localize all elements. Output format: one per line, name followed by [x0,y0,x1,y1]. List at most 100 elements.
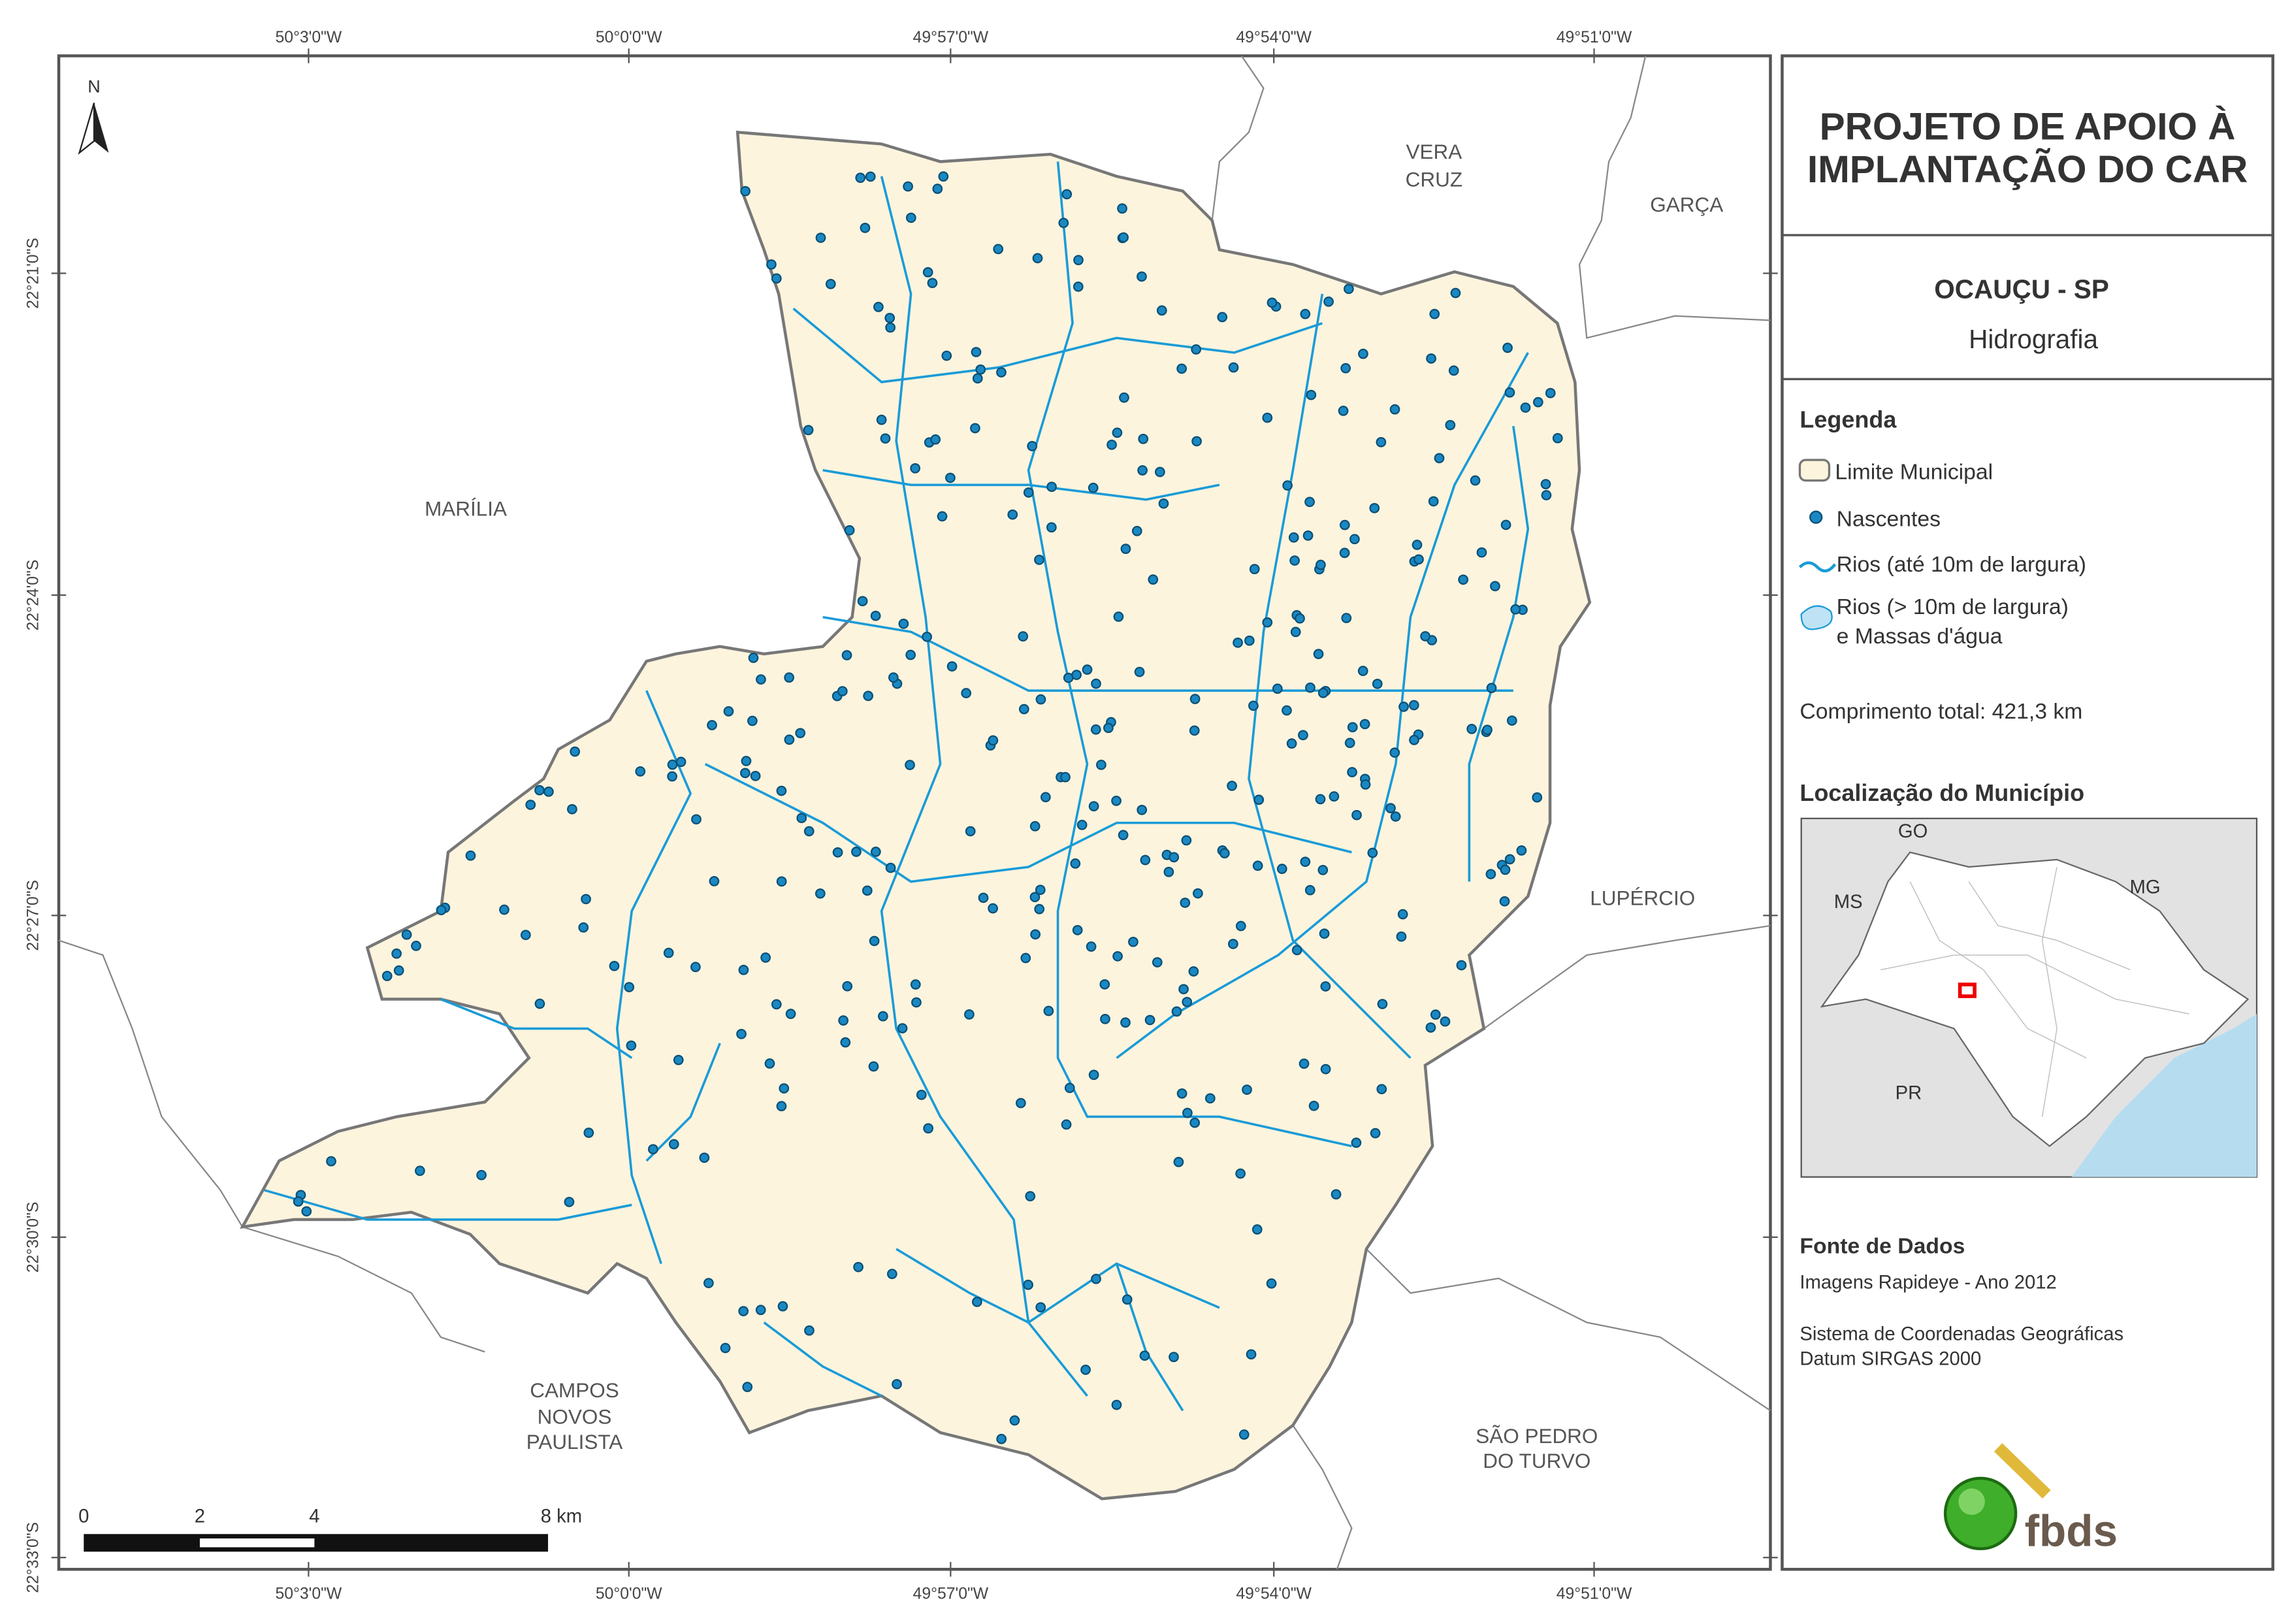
spring [971,347,982,357]
spring [1103,723,1114,734]
boundary [1578,56,1771,339]
spring [1180,898,1191,908]
spring [1169,1352,1179,1363]
spring [1299,1058,1310,1069]
spring [1429,308,1440,319]
source-line: Sistema de Coordenadas Geográficas [1800,1324,2123,1344]
spring [916,1090,927,1100]
inset-lines [1880,866,2189,1117]
spring [1112,427,1123,438]
spring [996,367,1007,378]
source-line: Datum SIRGAS 2000 [1800,1349,1981,1370]
spring [1499,896,1510,907]
spring [988,903,998,914]
spring [1290,626,1301,638]
neighbor-name: DO TURVO [1483,1449,1590,1472]
spring [877,1011,888,1022]
spring [1520,402,1531,413]
inset-map: GO MS MG PR [1800,817,2258,1178]
north-arrow: N [78,77,109,155]
springs [293,171,1563,1444]
spring [910,463,921,474]
spring [941,350,952,361]
spring [905,649,916,660]
graticule-labels: 50°3'0"W 50°0'0"W 49°57'0"W 49°54'0"W 49°51'… [25,29,1778,1602]
spring [1182,1107,1193,1118]
spring [1251,1224,1263,1235]
coord-label: 49°57'0"W [913,1585,989,1602]
spring [1058,218,1069,229]
spring [1385,803,1396,813]
spring [865,171,876,182]
inset-label: GO [1898,821,1928,842]
spring [525,800,536,810]
spring [964,1009,975,1020]
neighbor-name: VERA [1406,140,1462,163]
spring [784,672,795,683]
title: PROJETO DE APOIO À [1820,105,2236,148]
spring [609,960,620,971]
spring [1448,365,1459,376]
river [1116,351,1529,1059]
spring [1482,724,1493,736]
spring [1191,436,1202,447]
boundary [1211,55,1265,221]
logo: fbds [1943,1443,2118,1555]
spring [1035,885,1046,896]
spring [1023,1279,1033,1290]
spring [996,1433,1007,1444]
spring [1113,611,1124,622]
spring [1315,559,1326,570]
spring [1466,724,1477,734]
theme: Hidrografia [1969,324,2098,354]
spring [1061,1119,1072,1130]
spring [1317,864,1329,875]
spring [1304,885,1315,896]
spring [740,768,751,779]
spring [1235,1168,1246,1179]
spring [771,273,782,284]
legend-swatch [1809,510,1823,524]
spring [578,922,589,933]
spring [301,1206,312,1217]
spring [1376,1084,1387,1095]
spring [1545,387,1556,398]
spring [1137,271,1147,282]
river [880,176,1088,1397]
spring [841,650,852,660]
spring [927,278,938,289]
spring [1137,804,1148,815]
spring [1086,941,1097,952]
spring [1228,362,1239,373]
spring [1300,308,1311,319]
spring [1025,1191,1036,1202]
spring [1242,1084,1252,1095]
spring [946,661,958,672]
river [792,307,1323,383]
municipal-boundary [240,130,1592,1501]
coord-label: 50°0'0"W [596,1585,662,1602]
spring [1227,781,1237,791]
spring [863,690,874,702]
spring [932,184,943,194]
spring [738,1306,749,1316]
legend-item: Nascentes [1837,506,1941,531]
side-panel: PROJETO DE APOIO À IMPLANTAÇÃO DO CAR OC… [1781,54,2274,1571]
neighbor-name: CAMPOS [530,1378,619,1402]
spring [1389,404,1400,415]
river [645,1043,721,1162]
spring [857,596,868,607]
location-title: Localização do Município [1800,779,2084,806]
spring [1217,312,1228,323]
spring [1029,892,1041,903]
neighbor-name: MARÍLIA [425,497,507,521]
spring [756,674,766,685]
spring [1398,702,1409,712]
spring [1034,555,1044,565]
boundary [242,1226,485,1353]
spring [1552,432,1563,444]
spring [667,771,677,782]
spring [1134,666,1145,677]
spring [736,1028,747,1039]
spring [1018,631,1029,642]
